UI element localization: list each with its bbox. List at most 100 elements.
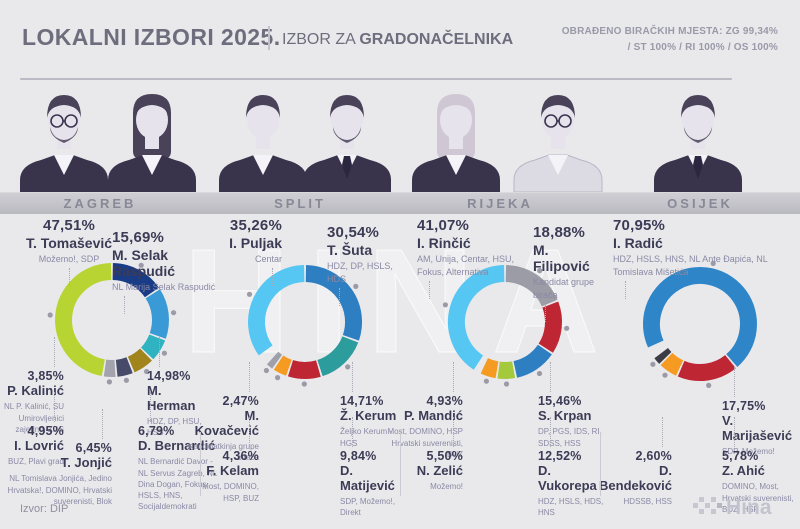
party-list: Možemo! [430,482,463,492]
connector-line [734,417,735,447]
connector-line [102,409,103,439]
label-os-marijasevic: 17,75% V. Marijašević SDP, Možemo! [722,399,798,457]
pct-value: 41,07% [417,217,470,234]
label-st-puljak: 35,26% I. Puljak Centar [198,217,282,266]
connector-line [54,392,55,422]
processed-stats-line2: / ST 100% / RI 100% / OS 100% [627,41,778,53]
connector-line [352,417,353,447]
label-st-matijevic: 9,84% D. Matijević SDP, Možemo!, Direkt [340,449,404,519]
party-list: BUZ, Plavi grad [7,457,64,467]
processed-stats-line1: OBRAĐENO BIRAČKIH MJESTA: ZG 99,34% [561,26,778,37]
party-list: Most, DOMINO, HSP Hrvatski suverenisti, … [387,427,463,459]
candidate-name: I. Radić [613,235,663,252]
photo-t-toma-evi- [12,85,116,192]
party-list: Most, DOMINO, HSP, BUZ [202,482,259,503]
page-title: LOKALNI IZBORI 2025. [22,24,281,50]
candidate-name: T. Jonjić [60,455,112,471]
candidate-name: Ž. Kerum [340,408,397,424]
candidate-name: V. Marijašević [722,413,793,444]
party-list: NL Bernardić Davor - NL Servus Zagreb, N… [138,457,217,512]
party-list: NL Marija Selak Raspudić [112,282,216,293]
pct-value: 3,85% [27,369,64,383]
candidate-name: Z. Ahić [722,463,765,479]
candidate-name: P. Mandić [403,408,463,424]
city-label-osijek: OSIJEK [667,196,733,211]
title-divider [268,26,270,50]
processed-stats: OBRAĐENO BIRAČKIH MJESTA: ZG 99,34% / ST… [562,24,778,55]
party-list: SDP, Možemo!, Direkt [340,497,395,518]
page-subtitle: IZBOR ZA GRADONAČELNIKA [282,31,513,49]
candidate-name: I. Puljak [229,235,282,252]
candidate-name: D. Bendeković [599,463,672,494]
label-os-ahic: 5,78% Z. Ahić DOMINO, Most, Hrvatski suv… [722,449,798,515]
label-st-kerum: 14,71% Ž. Kerum Željko Kerum - HGS [340,394,402,449]
pct-value: 17,75% [722,399,766,413]
label-zg-herman: 14,98% M. Herman HDZ, DP, HSU, HSS [147,369,209,439]
party-list: NL P. Kalinić, SU Umirovljenici zajedno,… [3,402,64,434]
candidate-name: M. Filipović [533,242,590,275]
section-divider [200,432,201,496]
subtitle-prefix: IZBOR ZA [282,31,360,48]
pct-value: 6,79% [138,424,175,438]
subtitle-emphasis: GRADONAČELNIKA [359,31,514,48]
header-rule [20,78,732,80]
party-list: Centar [254,254,282,265]
party-list: HDZ, DP, HSU, HSS [147,417,202,438]
connector-line [272,268,273,286]
label-ri-vukorepa: 12,52% D. Vukorepa HDZ, HSLS, HDS, HNS [538,449,606,519]
label-ri-filipovic: 18,88% M. Filipović Kandidat grupe birač… [533,224,599,302]
connector-line [734,367,735,397]
donut-chart-rijeka [442,265,570,387]
party-list: Kandidatkinja grupe birača [188,442,259,463]
label-zg-lovric: 4,95% I. Lovrić BUZ, Plavi grad [0,424,64,468]
connector-line [150,392,151,422]
pct-value: 35,26% [229,217,282,234]
donut-chart-zagreb [47,262,177,385]
candidate-name: M. Kovačević [194,408,259,439]
pct-value: 2,47% [222,394,259,408]
city-label-zagreb: ZAGREB [63,196,137,211]
connector-line [339,288,340,306]
connector-line [429,281,430,299]
label-zg-bernardic: 6,79% D. Bernardić NL Bernardić Davor - … [138,424,218,512]
pct-value: 70,95% [613,217,666,234]
candidate-name: I. Rinčić [417,235,471,252]
candidate-name: S. Krpan [538,408,592,424]
candidate-name: I. Lovrić [14,438,64,454]
label-ri-zelic: 5,50% N. Zelić Možemo! [385,449,463,493]
hina-logo-graphic: Hina [693,496,772,519]
label-zg-tomasevic: 47,51% T. Tomašević Možemo!, SDP [8,217,130,266]
photo-i-puljak [213,85,313,192]
connector-line [453,417,454,447]
pct-value: 5,78% [722,449,759,463]
pct-value: 15,46% [538,394,582,408]
party-list: DP, PGS, IDS, RI, SDSS, HSS [538,427,602,448]
pct-value: 2,60% [635,449,672,463]
party-list: Željko Kerum - HGS [340,427,393,448]
candidate-name: T. Šuta [327,242,373,259]
pct-value: 15,69% [112,229,165,246]
label-st-kovacevic: 2,47% M. Kovačević Kandidatkinja grupe b… [183,394,259,464]
connector-line [124,296,125,314]
label-st-kelam: 4,36% F. Kelam Most, DOMINO, HSP, BUZ [183,449,259,504]
label-os-radic: 70,95% I. Radić HDZ, HSLS, HNS, NL Ante … [613,217,785,279]
party-list: SDP, Možemo! [722,447,775,457]
section-divider [400,432,401,496]
label-st-suta: 30,54% T. Šuta HDZ, DP, HSLS, HDS [327,224,403,286]
candidate-name: D. Bernardić [138,438,216,454]
party-list: Kandidat grupe birača [533,277,595,301]
candidate-name: D. Matijević [340,463,395,494]
party-list: HDZ, HSLS, HDS, HNS [538,497,604,518]
party-list: AM, Unija, Centar, HSU, Fokus, Alternati… [417,254,515,277]
connector-line [545,304,546,322]
photo-i-radi- [642,85,754,192]
pct-value: 6,45% [75,441,112,455]
label-ri-mandic: 4,93% P. Mandić Most, DOMINO, HSP Hrvats… [385,394,463,460]
connector-line [550,417,551,447]
party-list: NL Tomislava Jonjića, Jedino Hrvatska!, … [7,474,112,506]
pct-value: 5,50% [426,449,463,463]
label-zg-kalinic: 3,85% P. Kalinić NL P. Kalinić, SU Umiro… [0,369,64,435]
city-band: ZAGREB SPLIT RIJEKA OSIJEK [0,192,800,214]
pct-value: 18,88% [533,224,586,241]
